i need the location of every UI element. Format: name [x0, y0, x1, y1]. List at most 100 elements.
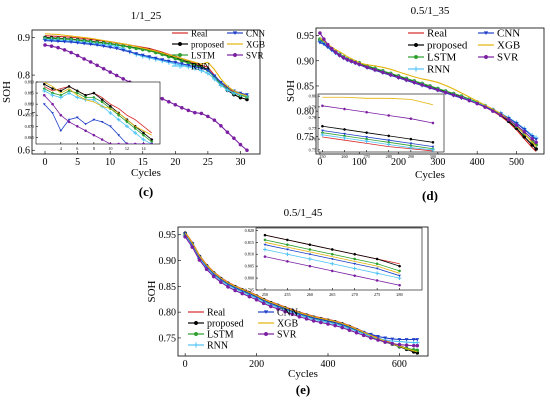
legend-marker-rnn [413, 66, 419, 72]
panel-0-axis-x-tick-label: 20 [170, 157, 180, 168]
panel-2-point-svr [204, 267, 209, 272]
panel-1-axis-y-tick-label: 0.90 [297, 56, 315, 67]
panel-1-point-cnn [318, 41, 322, 45]
panel-0-point-svr [186, 108, 191, 113]
panel-2-inset-point-rnn [375, 271, 380, 276]
panel-1-inset-point-rnn [408, 145, 413, 150]
panel-1-inset-line-xgb [322, 96, 434, 106]
panel-1-inset-axis-x-tick-label: 280 [386, 154, 392, 159]
panel-2-point-svr [183, 234, 187, 239]
legend-marker-svr [263, 331, 269, 337]
panel-0-inset-point-svr [150, 142, 154, 144]
panel-1-point-proposed [530, 143, 535, 147]
panel-1-point-svr [514, 123, 519, 128]
panel-2-inset-point-lstm [330, 252, 334, 256]
panel-1-inset-point-svr [343, 107, 346, 111]
legend-marker-svr [232, 52, 238, 58]
panel-0-point-cnn [82, 42, 87, 46]
panel-2-inset-point-cnn [308, 253, 312, 256]
panel-2-point-svr [276, 307, 280, 311]
panel-2-axis-x-tick-label: 600 [392, 359, 407, 370]
panel-1-point-svr [329, 46, 334, 51]
panel-0-inset-point-proposed [42, 82, 46, 86]
legend-label-proposed: proposed [427, 40, 468, 52]
panel-1-inset-axis-y-tick-label: 0.80 [309, 94, 316, 99]
panel-0-point-cnn [212, 74, 217, 78]
panel-0-point-cnn [88, 42, 93, 47]
panel-2-inset-axis-x-tick-label: 280 [396, 292, 402, 297]
panel-0-inset-axis-y-tick-label: 0.890 [25, 80, 34, 85]
panel-1-line-xgb [319, 37, 537, 147]
panel-0-inset-point-proposed [75, 89, 79, 93]
panel-0-inset-point-lstm [125, 120, 129, 124]
panel-1-axis-x-tick-label: 400 [470, 157, 485, 168]
panel-0-point-svr [160, 96, 165, 101]
panel-0-point-cnn [75, 41, 80, 45]
panel-2-point-cnn [376, 334, 380, 339]
panel-2-inset-point-lstm [398, 269, 401, 273]
panel-0-inset-point-cnn [51, 112, 54, 115]
panel-1-inset-point-svr [431, 121, 435, 125]
panel-1-inset-line-proposed [322, 125, 434, 143]
legend-label-rnn: RNN [191, 62, 211, 72]
panel-0-inset-point-svr [51, 102, 54, 106]
panel-2-inset-point-svr [308, 264, 312, 268]
panel-2-point-svr [233, 288, 237, 293]
panel-1-point-svr [420, 83, 424, 87]
legend-marker-lstm [177, 52, 183, 58]
panel-2-inset-axis-y-tick-label: 0.800 [245, 276, 254, 281]
panel-2-point-svr [297, 314, 302, 319]
panel-2-point-svr [197, 258, 202, 262]
legend-marker-rnn [193, 342, 199, 348]
panel-0-inset-point-rnn [67, 91, 71, 95]
panel-0-point-svr [219, 123, 223, 128]
panel-2-line-cnn [184, 233, 418, 341]
panel-2-inset-point-cnn [375, 267, 379, 270]
panel-1-inset-axis-y-tick-label: 0.77 [309, 126, 316, 131]
panel-0-axis-x-tick-label: 5 [75, 157, 80, 168]
panel-0-inset-point-svr [142, 142, 145, 144]
panel-2-inset-point-rnn [330, 261, 335, 266]
panel-1-inset: 250 260 270 280 290 300 0.75 0.76 0.77 0.78 0.79 0.… [309, 94, 445, 159]
panel-0-inset-point-rnn [42, 88, 47, 93]
panel-1-point-svr [451, 93, 456, 97]
panel-1-axis-y-tick-label: 0.80 [297, 107, 315, 118]
panel-2-point-svr [390, 341, 395, 346]
panel-1-inset-axis-x-tick-label: 270 [363, 154, 369, 159]
panel-2-axis-y-tick-label: 0.85 [159, 282, 177, 293]
panel-1-inset-axis-x-tick-label: 300 [430, 154, 436, 159]
panel-0-point-cnn [101, 44, 106, 48]
panel-0-inset-point-cnn [75, 116, 79, 119]
panel-1-point-svr [491, 109, 495, 114]
panel-1-point-cnn [325, 45, 330, 49]
panel-2-point-svr [326, 322, 330, 326]
panel-2-inset-point-svr [286, 260, 289, 263]
panel-2-point-svr [333, 323, 337, 328]
panel-2-point-svr [247, 294, 252, 299]
panel-2-inset-series-group [263, 233, 402, 287]
panel-2-inset-axis-x-tick-label: 275 [374, 292, 380, 297]
panel-1-inset-axis-y-tick-label: 0.75 [309, 147, 316, 152]
panel-2-inset: 250 255 260 265 270 275 280 0.795 0.800 0.805 0.81… [245, 227, 423, 297]
panel-2-axis-x-tick-label: 200 [249, 359, 264, 370]
panel-2-point-cnn [390, 337, 395, 341]
panel-2-inset-point-lstm [286, 243, 289, 247]
panel-1-point-svr [436, 88, 440, 92]
panel-0-inset-line-cnn [43, 103, 152, 144]
legend-label-svr: SVR [497, 52, 519, 64]
panel-0-title: 1/1_25 [131, 10, 162, 22]
panel-2-point-svr [340, 325, 345, 330]
panel-1-inset-point-proposed [343, 128, 346, 131]
panel-1-point-svr [318, 31, 322, 35]
panel-0-point-svr [114, 73, 119, 78]
panel-0-axis-x-tick-label: 15 [138, 157, 148, 168]
legend-label-cnn: CNN [246, 29, 266, 39]
legend-label-svr: SVR [246, 51, 264, 61]
panel-0-point-cnn [160, 58, 165, 62]
panel-1-inset-point-svr [409, 117, 413, 121]
panel-0-inset-series-group [42, 82, 154, 144]
panel-0-point-svr [199, 111, 204, 116]
panel-2-axis-y-tick-label: 0.95 [159, 230, 177, 241]
panel-1-title: 0.5/1_35 [411, 5, 450, 17]
panel-1-inset-point-rnn [386, 142, 391, 147]
